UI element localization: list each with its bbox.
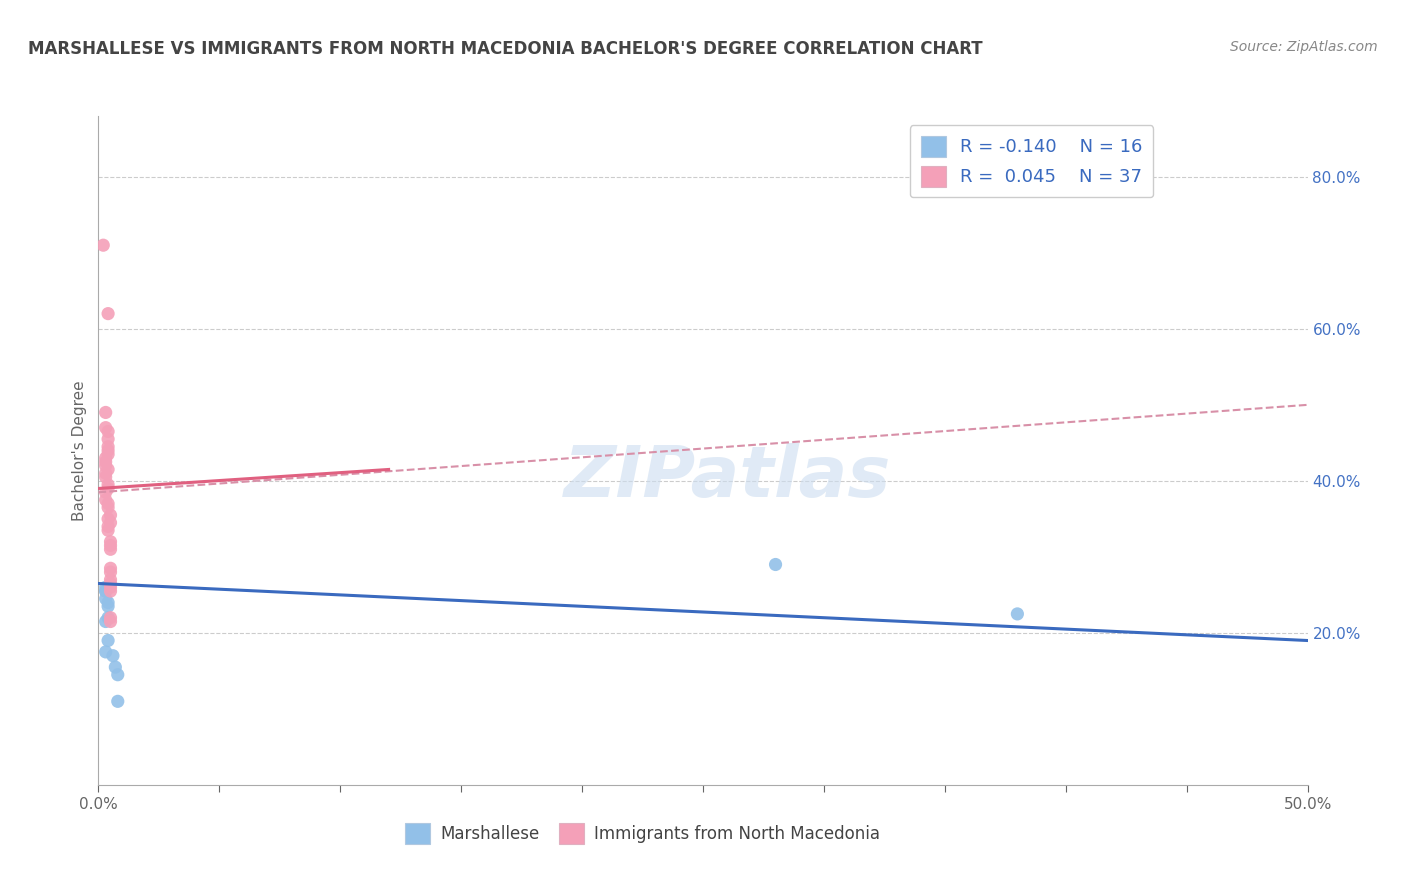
Point xyxy=(94,492,117,507)
Text: ZIPatlas: ZIPatlas xyxy=(564,442,891,512)
Point xyxy=(1007,607,1029,621)
Point xyxy=(94,591,117,606)
Point xyxy=(97,512,120,526)
Point xyxy=(94,615,117,629)
Point xyxy=(100,615,122,629)
Point xyxy=(100,576,122,591)
Point xyxy=(100,561,122,575)
Point xyxy=(97,477,120,491)
Point xyxy=(94,455,117,469)
Point xyxy=(97,443,120,458)
Point xyxy=(97,425,120,439)
Legend: Marshallese, Immigrants from North Macedonia: Marshallese, Immigrants from North Maced… xyxy=(398,816,887,850)
Point xyxy=(97,432,120,446)
Text: Source: ZipAtlas.com: Source: ZipAtlas.com xyxy=(1230,40,1378,54)
Point xyxy=(94,405,117,419)
Point xyxy=(97,497,120,511)
Point xyxy=(94,470,117,484)
Point xyxy=(100,611,122,625)
Point xyxy=(97,447,120,461)
Point xyxy=(94,420,117,434)
Y-axis label: Bachelor's Degree: Bachelor's Degree xyxy=(72,380,87,521)
Point xyxy=(765,558,787,572)
Point xyxy=(94,485,117,500)
Point xyxy=(97,633,120,648)
Point xyxy=(97,462,120,476)
Point xyxy=(100,508,122,522)
Point xyxy=(107,667,129,681)
Point xyxy=(94,584,117,599)
Point xyxy=(104,660,127,674)
Point xyxy=(97,611,120,625)
Text: MARSHALLESE VS IMMIGRANTS FROM NORTH MACEDONIA BACHELOR'S DEGREE CORRELATION CHA: MARSHALLESE VS IMMIGRANTS FROM NORTH MAC… xyxy=(28,40,983,58)
Point xyxy=(94,467,117,481)
Point xyxy=(97,599,120,614)
Point xyxy=(94,584,117,599)
Point xyxy=(101,648,124,663)
Point xyxy=(100,542,122,557)
Point xyxy=(97,500,120,515)
Point xyxy=(97,595,120,609)
Point xyxy=(94,458,117,473)
Point xyxy=(100,580,122,594)
Point xyxy=(97,523,120,537)
Point xyxy=(100,539,122,553)
Point xyxy=(97,482,120,496)
Point xyxy=(97,440,120,454)
Point xyxy=(94,451,117,466)
Point xyxy=(107,694,129,708)
Point xyxy=(100,534,122,549)
Point xyxy=(94,580,117,594)
Point xyxy=(100,565,122,579)
Point xyxy=(97,519,120,533)
Point xyxy=(100,584,122,599)
Point xyxy=(100,573,122,587)
Point xyxy=(91,238,114,252)
Point xyxy=(100,516,122,530)
Point xyxy=(97,307,120,321)
Point xyxy=(94,645,117,659)
